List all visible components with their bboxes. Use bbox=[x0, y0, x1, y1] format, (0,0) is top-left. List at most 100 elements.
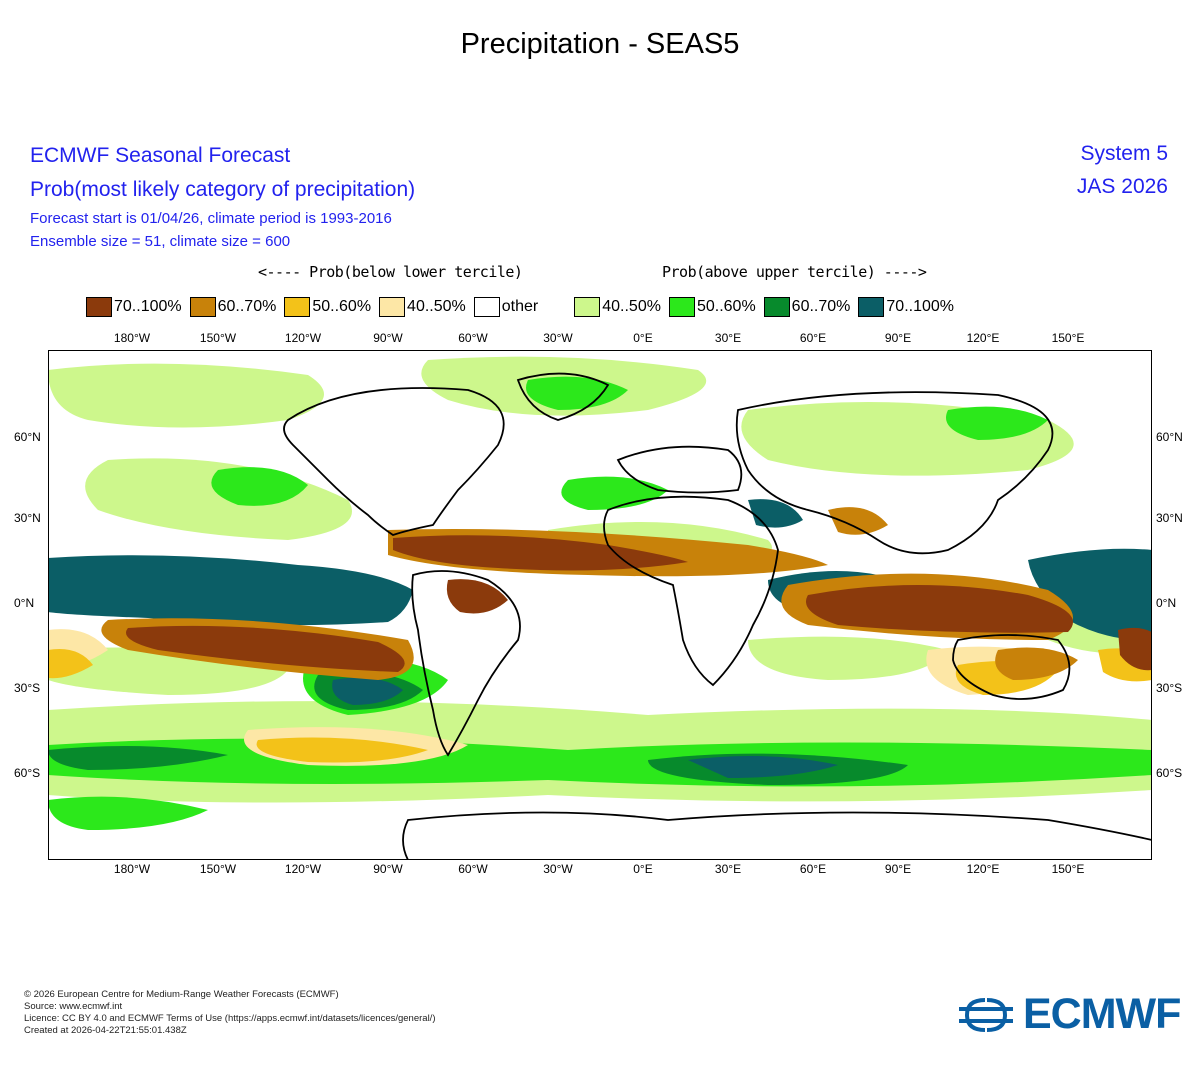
lat-label: 0°N bbox=[1156, 596, 1177, 610]
lon-label: 90°E bbox=[884, 862, 912, 876]
legend-swatch bbox=[284, 297, 311, 317]
lon-label: 150°W bbox=[199, 331, 237, 345]
lat-label: 60°S bbox=[1156, 766, 1183, 780]
page-title: Precipitation - SEAS5 bbox=[460, 28, 740, 60]
lon-label: 150°E bbox=[1051, 331, 1085, 345]
prob-region bbox=[48, 796, 208, 830]
legend-swatch bbox=[858, 297, 885, 317]
ecmwf-logo-icon bbox=[959, 997, 1013, 1032]
legend-swatch bbox=[379, 297, 406, 317]
lon-label: 60°E bbox=[799, 331, 827, 345]
africa-outline bbox=[603, 495, 779, 687]
prob-region bbox=[806, 585, 1073, 633]
lon-label: 90°W bbox=[373, 331, 403, 345]
copyright-text: © 2026 European Centre for Medium-Range … bbox=[24, 989, 339, 1000]
lat-label: 60°N bbox=[14, 430, 41, 444]
system-label: System 5 bbox=[1080, 142, 1168, 165]
legend-label: 40..50% bbox=[407, 298, 466, 315]
legend-swatch bbox=[668, 297, 695, 317]
prob-region bbox=[526, 376, 628, 410]
prob-region bbox=[688, 756, 838, 778]
org-title: ECMWF Seasonal Forecast bbox=[30, 144, 291, 167]
lat-label: 30°S bbox=[1156, 681, 1183, 695]
prob-below-70-100-layer bbox=[126, 535, 1152, 672]
lon-label: 90°E bbox=[884, 331, 912, 345]
prob-region bbox=[446, 579, 508, 614]
lon-label: 30°W bbox=[543, 331, 573, 345]
legend-swatch bbox=[473, 297, 500, 317]
lon-label: 60°E bbox=[799, 862, 827, 876]
legend-item: 60..70% bbox=[763, 297, 851, 317]
lon-label: 60°W bbox=[458, 862, 488, 876]
prob-region bbox=[48, 649, 93, 679]
legend-label: 70..100% bbox=[886, 298, 954, 315]
lat-label: 0°N bbox=[14, 596, 35, 610]
footer: © 2026 European Centre for Medium-Range … bbox=[24, 989, 436, 1037]
prob-region bbox=[211, 467, 308, 506]
lon-label: 150°W bbox=[199, 862, 237, 876]
legend-label: 60..70% bbox=[791, 298, 851, 315]
prob-region bbox=[48, 555, 413, 626]
antarctica-outline bbox=[402, 811, 1152, 860]
lon-label: 150°E bbox=[1051, 862, 1085, 876]
above-tercile-label: Prob(above upper tercile) ----> bbox=[662, 263, 927, 281]
prob-above-70-100-layer bbox=[48, 499, 1152, 778]
prob-region bbox=[748, 636, 948, 680]
season-label: JAS 2026 bbox=[1076, 175, 1168, 198]
coastlines bbox=[283, 372, 1152, 860]
prob-region bbox=[561, 476, 668, 510]
legend-label: 50..60% bbox=[312, 298, 372, 315]
below-tercile-label: <---- Prob(below lower tercile) bbox=[258, 263, 523, 281]
lon-label: 120°W bbox=[284, 331, 322, 345]
lon-label: 120°E bbox=[966, 862, 1000, 876]
legend-item: 60..70% bbox=[189, 297, 276, 317]
ensemble-info: Ensemble size = 51, climate size = 600 bbox=[30, 233, 291, 250]
lon-label: 120°E bbox=[966, 331, 1000, 345]
legend-item: 50..60% bbox=[284, 297, 371, 317]
lon-label: 0°E bbox=[633, 331, 653, 345]
logo-text: ECMWF bbox=[1023, 990, 1181, 1038]
prob-region bbox=[1118, 627, 1152, 671]
prob-region bbox=[393, 535, 688, 571]
legend-item: 40..50% bbox=[574, 297, 661, 317]
prob-region bbox=[332, 677, 403, 705]
legend-swatch bbox=[86, 297, 112, 317]
probability-map bbox=[48, 350, 1152, 860]
prob-region bbox=[995, 647, 1078, 680]
licence-text: Licence: CC BY 4.0 and ECMWF Terms of Us… bbox=[24, 1013, 436, 1024]
legend-swatch bbox=[189, 297, 216, 317]
lat-label: 30°S bbox=[14, 681, 41, 695]
legend-item: 50..60% bbox=[668, 297, 756, 317]
lon-labels-top: 180°W 150°W 120°W 90°W 60°W 30°W 0°E 30°… bbox=[0, 331, 1200, 347]
ecmwf-logo: ECMWF bbox=[955, 990, 1181, 1039]
lon-label: 180°W bbox=[113, 331, 151, 345]
lat-label: 60°S bbox=[14, 766, 41, 780]
lat-label: 30°N bbox=[14, 511, 41, 525]
lon-label: 30°E bbox=[714, 862, 742, 876]
legend-label: 70..100% bbox=[114, 298, 182, 315]
europe-outline bbox=[616, 445, 743, 494]
lat-label: 60°N bbox=[1156, 430, 1183, 444]
legend-label: 50..60% bbox=[696, 298, 756, 315]
lon-label: 30°E bbox=[714, 331, 742, 345]
legend-swatch bbox=[574, 297, 601, 317]
lon-label: 180°W bbox=[113, 862, 151, 876]
lon-label: 30°W bbox=[543, 862, 573, 876]
asia-outline bbox=[735, 391, 1054, 555]
created-text: Created at 2026-04-22T21:55:01.438Z bbox=[24, 1025, 187, 1036]
lon-label: 120°W bbox=[284, 862, 322, 876]
legend-item: 70..100% bbox=[86, 297, 182, 317]
prob-region bbox=[828, 507, 888, 535]
lon-label: 90°W bbox=[373, 862, 403, 876]
legend-label: other bbox=[501, 298, 539, 315]
prob-region bbox=[1028, 548, 1152, 641]
prob-region bbox=[946, 406, 1048, 440]
source-text: Source: www.ecmwf.int bbox=[24, 1001, 123, 1012]
legend-item: other bbox=[473, 297, 539, 317]
legend-item: 70..100% bbox=[858, 297, 954, 317]
product-title: Prob(most likely category of precipitati… bbox=[30, 178, 416, 201]
north-america-outline bbox=[283, 387, 505, 536]
forecast-info: Forecast start is 01/04/26, climate peri… bbox=[30, 210, 392, 227]
legend-item: 40..50% bbox=[379, 297, 466, 317]
lat-label: 30°N bbox=[1156, 511, 1183, 525]
